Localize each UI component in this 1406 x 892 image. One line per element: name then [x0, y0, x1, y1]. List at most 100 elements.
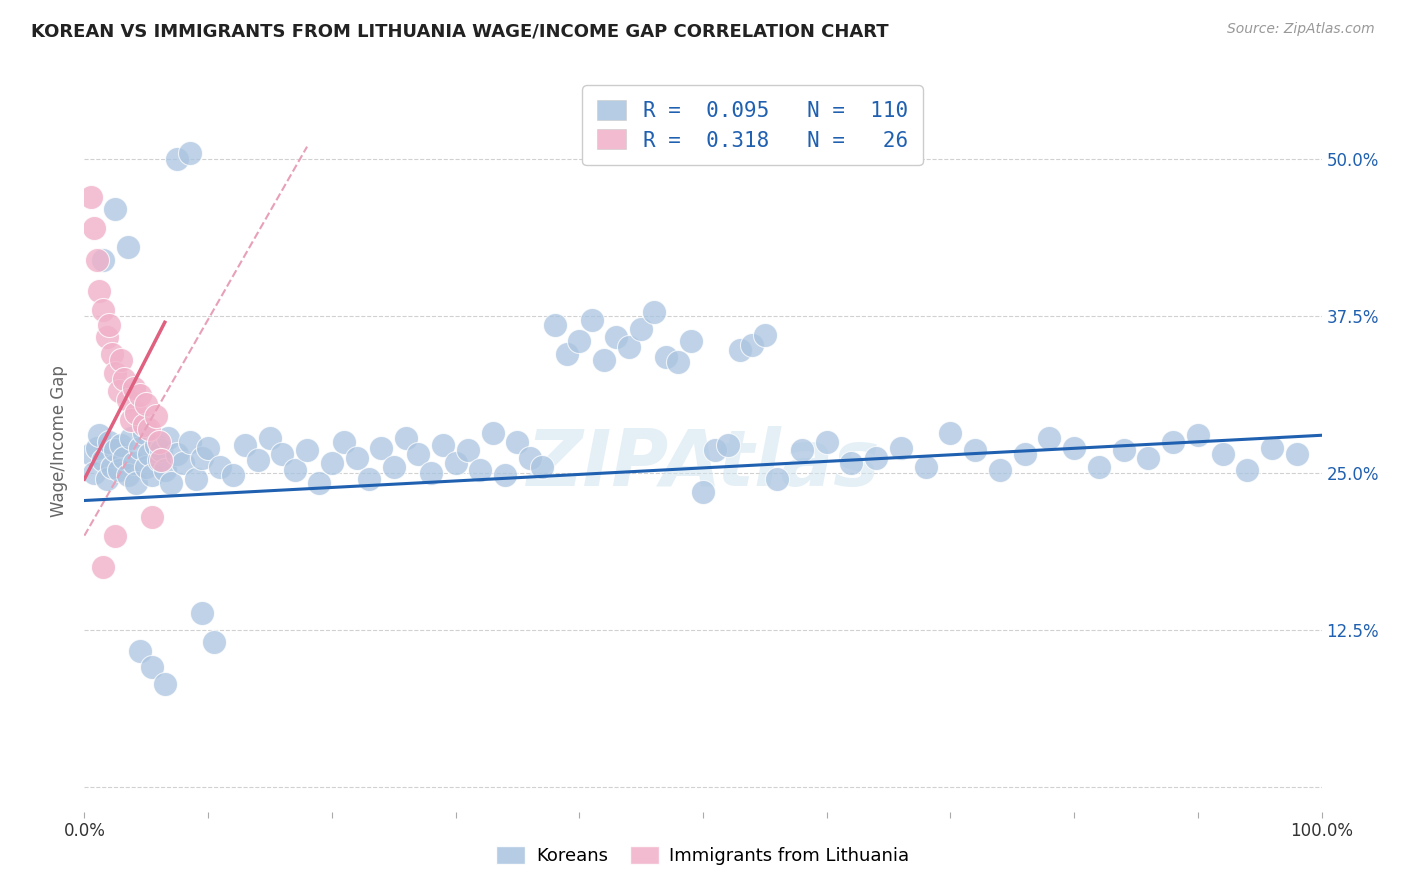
Point [179, 145, 201, 160]
Point [100, 347, 122, 361]
Point [259, 431, 281, 445]
Point [129, 388, 152, 402]
Point [104, 529, 127, 543]
Point [370, 441, 392, 455]
Point [209, 459, 232, 474]
Point [91, 560, 114, 574]
Point [86, 441, 108, 455]
Point [132, 418, 155, 433]
Point [284, 463, 307, 477]
Point [122, 456, 145, 470]
Point [172, 456, 194, 470]
Point [419, 466, 441, 480]
Point [138, 447, 160, 461]
Point [593, 353, 616, 368]
Point [184, 472, 207, 486]
Point [630, 321, 652, 335]
Point [150, 453, 173, 467]
Point [191, 450, 214, 465]
Point [766, 472, 789, 486]
Point [246, 453, 269, 467]
Point [914, 459, 936, 474]
Point [555, 347, 578, 361]
Point [754, 327, 776, 342]
Point [692, 484, 714, 499]
Point [117, 393, 139, 408]
Point [1161, 434, 1184, 449]
Point [506, 434, 529, 449]
Point [89, 284, 111, 298]
Point [728, 343, 751, 357]
Point [191, 607, 214, 621]
Point [617, 340, 640, 354]
Point [222, 468, 245, 483]
Point [148, 453, 170, 467]
Point [96, 472, 118, 486]
Point [481, 425, 503, 440]
Point [122, 381, 145, 395]
Point [1137, 450, 1160, 465]
Text: Source: ZipAtlas.com: Source: ZipAtlas.com [1227, 22, 1375, 37]
Point [1187, 428, 1209, 442]
Point [295, 443, 318, 458]
Text: ZIPAtlas: ZIPAtlas [526, 425, 880, 502]
Point [98, 434, 121, 449]
Point [89, 428, 111, 442]
Point [382, 459, 405, 474]
Point [79, 447, 101, 461]
Point [110, 353, 132, 368]
Point [129, 644, 152, 658]
Point [308, 475, 330, 490]
Point [333, 434, 356, 449]
Point [741, 338, 763, 352]
Point [988, 463, 1011, 477]
Point [132, 425, 155, 440]
Point [815, 434, 838, 449]
Point [138, 422, 160, 436]
Point [98, 318, 121, 332]
Point [1063, 441, 1085, 455]
Point [112, 450, 135, 465]
Point [117, 240, 139, 254]
Point [110, 438, 132, 452]
Point [1285, 447, 1308, 461]
Point [679, 334, 702, 348]
Point [581, 313, 603, 327]
Legend: Koreans, Immigrants from Lithuania: Koreans, Immigrants from Lithuania [489, 839, 917, 872]
Point [717, 438, 740, 452]
Point [120, 413, 142, 427]
Point [104, 443, 127, 458]
Point [233, 438, 256, 452]
Point [125, 406, 148, 420]
Point [150, 443, 173, 458]
Point [104, 202, 127, 217]
Point [666, 355, 689, 369]
Point [108, 384, 131, 399]
Point [135, 459, 157, 474]
Point [79, 190, 101, 204]
Point [1236, 463, 1258, 477]
Point [145, 409, 167, 424]
Point [1014, 447, 1036, 461]
Point [141, 468, 163, 483]
Point [83, 466, 105, 480]
Point [655, 351, 678, 365]
Point [160, 475, 183, 490]
Point [432, 438, 454, 452]
Point [704, 443, 727, 458]
Point [141, 509, 163, 524]
Point [519, 450, 541, 465]
Point [83, 221, 105, 235]
Point [202, 635, 225, 649]
Point [153, 677, 176, 691]
Point [91, 252, 114, 267]
Point [605, 330, 627, 344]
Point [890, 441, 912, 455]
Point [470, 463, 492, 477]
Point [125, 475, 148, 490]
Text: KOREAN VS IMMIGRANTS FROM LITHUANIA WAGE/INCOME GAP CORRELATION CHART: KOREAN VS IMMIGRANTS FROM LITHUANIA WAGE… [31, 22, 889, 40]
Point [494, 468, 516, 483]
Point [141, 660, 163, 674]
Point [166, 447, 188, 461]
Point [135, 397, 157, 411]
